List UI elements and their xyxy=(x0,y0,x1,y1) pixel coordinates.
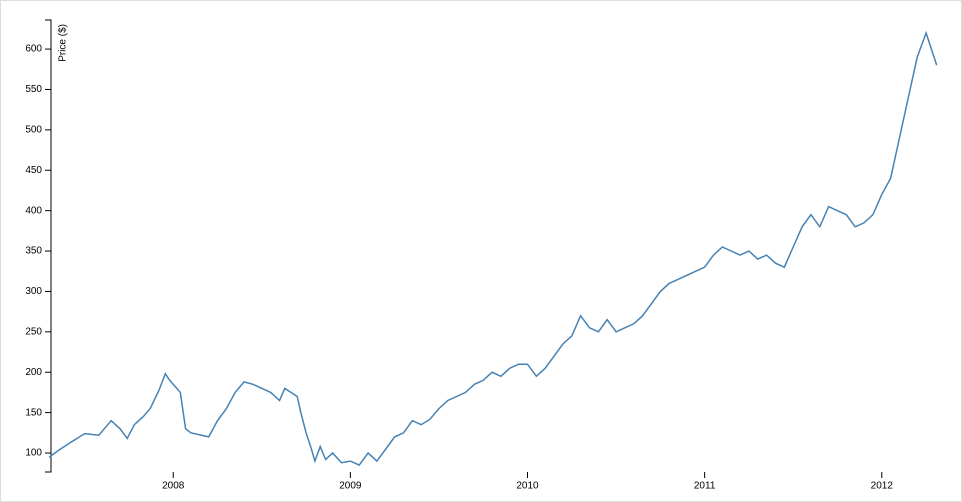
y-tick-label: 250 xyxy=(25,326,42,337)
price-line xyxy=(48,30,938,467)
x-tick-label: 2009 xyxy=(339,481,362,492)
y-tick-label: 550 xyxy=(25,84,42,95)
y-tick-label: 450 xyxy=(25,165,42,176)
y-tick-label: 150 xyxy=(25,407,42,418)
x-tick-label: 2010 xyxy=(516,481,539,492)
y-tick-label: 200 xyxy=(25,367,42,378)
x-tick-label: 2012 xyxy=(871,481,894,492)
y-tick-label: 300 xyxy=(25,286,42,297)
y-tick-label: 400 xyxy=(25,205,42,216)
x-tick-label: 2008 xyxy=(162,481,185,492)
y-tick-label: 500 xyxy=(25,125,42,136)
y-tick-label: 350 xyxy=(25,246,42,257)
x-tick-label: 2011 xyxy=(694,481,716,492)
y-tick-label: 100 xyxy=(25,448,42,459)
y-axis xyxy=(45,19,52,473)
y-axis-label: Price ($) xyxy=(58,24,69,62)
y-tick-label: 600 xyxy=(25,44,42,55)
